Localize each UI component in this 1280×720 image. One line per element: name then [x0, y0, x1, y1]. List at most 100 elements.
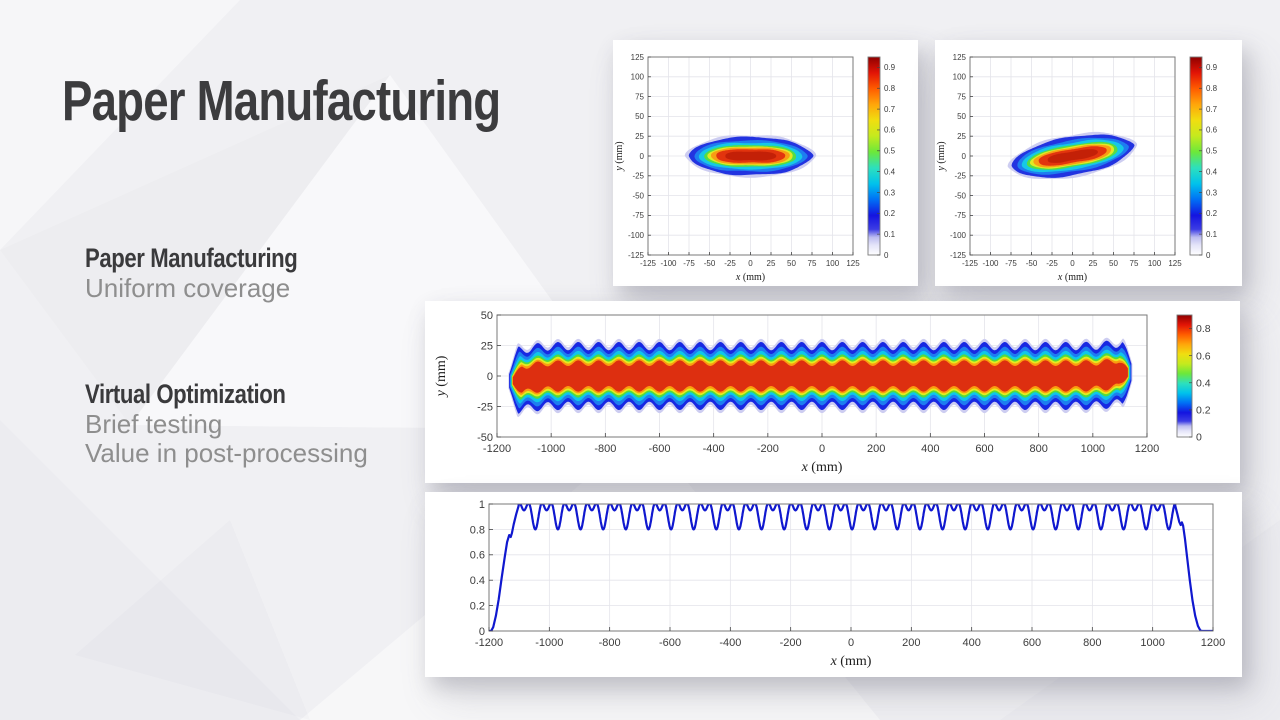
- svg-text:-100: -100: [660, 259, 677, 268]
- svg-text:-1200: -1200: [475, 637, 503, 649]
- spray-footprint-plot-rotated: -125 -100 -75 -50 -25 0 25 50 75 100 125-125-100-7…: [936, 53, 1218, 283]
- coverage-profile-plot: -1200 -1000 -800 -600 -400 -200 0 200 400 600 800 1…: [470, 499, 1226, 669]
- svg-text:800: 800: [1083, 637, 1101, 649]
- svg-text:0.8: 0.8: [1196, 323, 1211, 335]
- svg-text:y (mm): y (mm): [434, 355, 449, 398]
- svg-text:-25: -25: [632, 172, 644, 181]
- svg-text:-25: -25: [1046, 259, 1058, 268]
- svg-text:600: 600: [975, 443, 993, 455]
- svg-text:125: 125: [846, 259, 860, 268]
- plot-card-overlap-band: -1200 -1000 -800 -600 -400 -200 0 200 400 600 800 1…: [425, 301, 1240, 483]
- svg-text:0.7: 0.7: [1206, 105, 1218, 114]
- svg-text:0.4: 0.4: [884, 167, 896, 176]
- svg-text:0.1: 0.1: [1206, 230, 1218, 239]
- svg-text:0.8: 0.8: [884, 84, 896, 93]
- svg-text:0.6: 0.6: [884, 126, 896, 135]
- svg-text:0.5: 0.5: [884, 147, 896, 156]
- svg-text:200: 200: [902, 637, 920, 649]
- svg-text:-600: -600: [659, 637, 681, 649]
- svg-text:-75: -75: [954, 211, 966, 220]
- svg-text:0.2: 0.2: [884, 209, 896, 218]
- svg-text:75: 75: [808, 259, 817, 268]
- svg-text:-75: -75: [1005, 259, 1017, 268]
- svg-text:0.7: 0.7: [884, 105, 896, 114]
- svg-text:-125: -125: [640, 259, 657, 268]
- svg-text:-25: -25: [477, 401, 493, 413]
- svg-text:200: 200: [867, 443, 885, 455]
- svg-text:-1000: -1000: [537, 443, 565, 455]
- svg-text:0.3: 0.3: [1206, 188, 1218, 197]
- svg-text:0.6: 0.6: [1206, 126, 1218, 135]
- section-heading: Virtual Optimization: [85, 379, 286, 409]
- plot-card-footprint-aligned: -125 -100 -75 -50 -25 0 25 50 75 100 125 -125 -100 -7…: [613, 40, 918, 286]
- svg-text:100: 100: [826, 259, 840, 268]
- svg-text:x (mm): x (mm): [735, 272, 765, 283]
- svg-text:-800: -800: [599, 637, 621, 649]
- svg-text:0.1: 0.1: [884, 230, 896, 239]
- svg-text:400: 400: [921, 443, 939, 455]
- svg-text:-400: -400: [703, 443, 725, 455]
- svg-text:100: 100: [631, 73, 645, 82]
- svg-text:50: 50: [1109, 259, 1118, 268]
- bg-triangle: [0, 0, 240, 250]
- svg-text:1000: 1000: [1140, 637, 1164, 649]
- svg-text:x (mm): x (mm): [830, 654, 872, 669]
- svg-text:0: 0: [1070, 259, 1075, 268]
- left-text-block: Paper Manufacturing Uniform coverage Vir…: [85, 243, 445, 468]
- svg-text:0.2: 0.2: [1196, 405, 1211, 417]
- svg-text:-200: -200: [780, 637, 802, 649]
- section-paper-manufacturing: Paper Manufacturing Uniform coverage: [85, 243, 445, 303]
- svg-text:-125: -125: [962, 259, 979, 268]
- svg-text:50: 50: [635, 112, 644, 121]
- svg-text:0: 0: [640, 152, 645, 161]
- svg-text:0: 0: [1196, 432, 1202, 444]
- svg-text:0: 0: [848, 637, 854, 649]
- svg-text:-50: -50: [632, 191, 644, 200]
- svg-text:1200: 1200: [1201, 637, 1225, 649]
- section-line: Uniform coverage: [85, 273, 291, 303]
- svg-text:75: 75: [635, 92, 644, 101]
- svg-text:0.4: 0.4: [1196, 377, 1211, 389]
- svg-text:0: 0: [884, 251, 889, 260]
- svg-text:-100: -100: [628, 231, 645, 240]
- svg-text:0.6: 0.6: [470, 550, 485, 562]
- svg-text:-50: -50: [1026, 259, 1038, 268]
- svg-text:-75: -75: [683, 259, 695, 268]
- svg-text:-800: -800: [594, 443, 616, 455]
- svg-text:0.4: 0.4: [470, 575, 485, 587]
- svg-text:0.9: 0.9: [884, 63, 896, 72]
- svg-text:-1000: -1000: [535, 637, 563, 649]
- svg-text:1200: 1200: [1135, 443, 1159, 455]
- svg-text:-25: -25: [954, 172, 966, 181]
- svg-text:0.2: 0.2: [1206, 209, 1218, 218]
- svg-text:0: 0: [1206, 251, 1211, 260]
- svg-text:-75: -75: [632, 211, 644, 220]
- plot-card-coverage-profile: -1200 -1000 -800 -600 -400 -200 0 200 400 600 800 1…: [425, 492, 1242, 677]
- svg-text:75: 75: [1130, 259, 1139, 268]
- svg-text:-100: -100: [982, 259, 999, 268]
- svg-text:-600: -600: [648, 443, 670, 455]
- svg-text:-50: -50: [954, 191, 966, 200]
- overlap-band-plot: -1200 -1000 -800 -600 -400 -200 0 200 400 600 800 1…: [434, 310, 1211, 475]
- section-heading: Paper Manufacturing: [85, 243, 298, 273]
- svg-text:-50: -50: [704, 259, 716, 268]
- svg-text:50: 50: [957, 112, 966, 121]
- svg-text:x (mm): x (mm): [801, 460, 843, 475]
- svg-text:-125: -125: [950, 251, 967, 260]
- svg-text:-100: -100: [950, 231, 967, 240]
- svg-text:0: 0: [487, 371, 493, 383]
- svg-text:0: 0: [479, 626, 485, 638]
- svg-text:100: 100: [1148, 259, 1162, 268]
- svg-text:0: 0: [962, 152, 967, 161]
- svg-text:125: 125: [631, 53, 645, 62]
- section-virtual-optimization: Virtual Optimization Brief testing Value…: [85, 379, 445, 468]
- svg-text:-125: -125: [628, 251, 645, 260]
- section-line: Brief testing: [85, 409, 223, 439]
- svg-text:125: 125: [1168, 259, 1182, 268]
- svg-text:-50: -50: [477, 432, 493, 444]
- svg-text:x (mm): x (mm): [1057, 272, 1087, 283]
- svg-text:50: 50: [787, 259, 796, 268]
- svg-text:25: 25: [481, 340, 493, 352]
- svg-text:50: 50: [481, 310, 493, 322]
